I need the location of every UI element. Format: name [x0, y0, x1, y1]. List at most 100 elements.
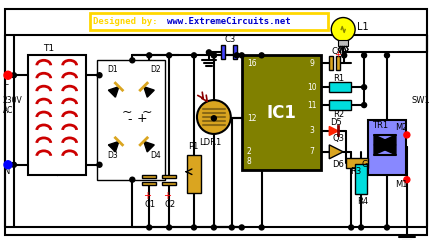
Text: 8: 8 — [247, 157, 251, 166]
Circle shape — [211, 225, 217, 230]
Circle shape — [130, 58, 135, 63]
Circle shape — [362, 85, 367, 90]
Bar — [329, 56, 333, 70]
Circle shape — [404, 132, 410, 138]
Text: M1: M1 — [395, 180, 408, 189]
Text: D6: D6 — [332, 160, 344, 169]
Circle shape — [211, 53, 217, 58]
Text: IC1: IC1 — [266, 104, 296, 121]
Bar — [346, 158, 368, 168]
Circle shape — [239, 53, 244, 58]
Text: 2: 2 — [247, 147, 251, 156]
Polygon shape — [144, 141, 154, 152]
Text: R4: R4 — [357, 197, 368, 206]
Bar — [329, 100, 351, 110]
Text: -: - — [127, 114, 132, 127]
Text: R2: R2 — [333, 109, 344, 119]
Circle shape — [191, 225, 197, 230]
Text: ~: ~ — [122, 106, 132, 119]
Text: TR1: TR1 — [372, 121, 388, 130]
Text: 10: 10 — [307, 83, 317, 92]
Text: R1: R1 — [333, 74, 344, 83]
Text: 11: 11 — [307, 100, 317, 110]
Polygon shape — [374, 135, 396, 155]
Text: +: + — [137, 112, 148, 125]
Text: LDR1: LDR1 — [199, 138, 221, 147]
Circle shape — [11, 73, 16, 78]
Bar — [233, 45, 237, 59]
Text: C4: C4 — [331, 47, 342, 56]
Polygon shape — [329, 145, 343, 159]
Circle shape — [147, 225, 152, 230]
Polygon shape — [374, 135, 396, 155]
Text: L: L — [3, 78, 8, 87]
Text: D3: D3 — [108, 151, 118, 160]
Circle shape — [130, 177, 135, 182]
Text: C1: C1 — [144, 200, 155, 209]
Bar — [336, 56, 340, 70]
Circle shape — [342, 53, 347, 58]
Text: 16: 16 — [247, 59, 256, 68]
Text: M2: M2 — [395, 123, 408, 133]
Text: AC: AC — [3, 106, 13, 114]
Circle shape — [197, 100, 231, 134]
Circle shape — [362, 53, 367, 58]
Circle shape — [229, 225, 234, 230]
FancyBboxPatch shape — [89, 13, 328, 30]
Text: D4: D4 — [150, 151, 161, 160]
Circle shape — [167, 225, 171, 230]
Text: N: N — [3, 167, 10, 176]
Circle shape — [4, 71, 12, 79]
Text: D2: D2 — [150, 65, 161, 74]
Text: 230V: 230V — [3, 96, 23, 105]
Bar — [355, 164, 367, 194]
Circle shape — [4, 161, 12, 169]
Circle shape — [331, 18, 355, 41]
Circle shape — [167, 53, 171, 58]
Text: +: + — [163, 191, 171, 201]
Bar — [162, 175, 176, 178]
Text: 7: 7 — [309, 147, 314, 156]
Bar — [329, 82, 351, 92]
Bar — [142, 175, 156, 178]
Circle shape — [362, 103, 367, 107]
Polygon shape — [108, 141, 119, 152]
Text: G: G — [361, 160, 368, 169]
Text: +: + — [143, 191, 151, 201]
Text: 9: 9 — [309, 59, 314, 68]
Bar — [187, 155, 201, 193]
Text: P1: P1 — [188, 142, 198, 151]
Text: C2: C2 — [164, 200, 175, 209]
Circle shape — [259, 225, 264, 230]
Circle shape — [358, 225, 364, 230]
Bar — [162, 182, 176, 185]
Circle shape — [97, 162, 102, 167]
Circle shape — [349, 225, 354, 230]
Bar — [221, 45, 225, 59]
Text: ~: ~ — [142, 106, 152, 119]
Polygon shape — [108, 87, 119, 97]
Circle shape — [191, 53, 197, 58]
Text: Q3: Q3 — [332, 134, 344, 143]
Circle shape — [97, 73, 102, 78]
Text: www.ExtremeCircuits.net: www.ExtremeCircuits.net — [167, 17, 291, 26]
Text: 3: 3 — [309, 127, 314, 135]
Circle shape — [385, 225, 389, 230]
Circle shape — [385, 53, 389, 58]
Polygon shape — [144, 87, 154, 97]
Circle shape — [211, 53, 217, 58]
Bar — [142, 182, 156, 185]
Text: 12: 12 — [247, 114, 256, 123]
Circle shape — [239, 225, 244, 230]
Text: Designed by:: Designed by: — [92, 17, 162, 26]
Bar — [242, 55, 321, 170]
Circle shape — [234, 53, 239, 58]
Bar — [28, 55, 85, 175]
Bar — [338, 40, 348, 46]
Text: R3: R3 — [350, 167, 362, 176]
Circle shape — [207, 50, 211, 55]
Polygon shape — [329, 127, 338, 135]
Circle shape — [147, 53, 152, 58]
Text: T1: T1 — [43, 44, 54, 53]
Circle shape — [211, 116, 217, 121]
